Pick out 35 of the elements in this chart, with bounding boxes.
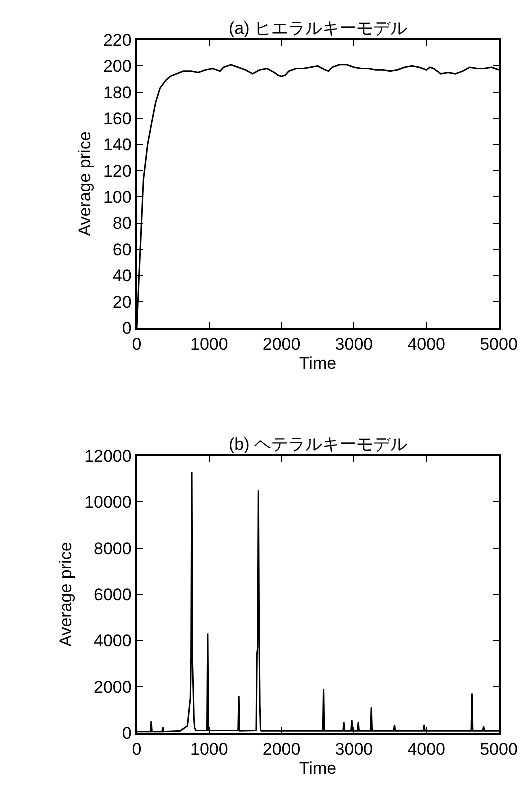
y-tick-label: 0 (122, 318, 132, 338)
y-tick-label: 6000 (94, 585, 132, 604)
y-tick-label: 2000 (94, 678, 132, 697)
y-tick-label: 12000 (84, 446, 132, 466)
y-tick-label: 20 (112, 292, 132, 312)
x-axis-title: Time (299, 354, 337, 374)
x-tick-label: 1000 (190, 335, 228, 354)
y-tick-label: 140 (103, 136, 132, 155)
x-tick-label: 2000 (262, 335, 301, 354)
y-tick-label: 80 (112, 214, 132, 234)
y-tick-label: 160 (103, 110, 132, 128)
y-axis-title: Average price (76, 132, 95, 236)
y-axis-title: Average price (56, 542, 76, 647)
y-tick-label: 180 (103, 83, 132, 102)
x-tick-label: 3000 (335, 740, 374, 760)
x-axis-title: Time (299, 759, 337, 778)
y-tick-label: 200 (103, 57, 132, 76)
x-tick-label: 5000 (480, 740, 518, 760)
chart-title: (a) ヒエラルキーモデル (229, 19, 408, 38)
y-tick-label: 40 (112, 266, 132, 286)
x-tick-label: 4000 (408, 335, 446, 354)
x-tick-label: 5000 (480, 335, 518, 354)
y-tick-label: 220 (103, 30, 132, 50)
x-tick-label: 2000 (262, 740, 301, 760)
x-tick-label: 3000 (335, 335, 374, 354)
y-tick-label: 100 (103, 188, 132, 208)
x-tick-label: 1000 (190, 740, 228, 760)
y-tick-label: 10000 (84, 493, 132, 512)
chart-title: (b) ヘテラルキーモデル (229, 435, 408, 454)
y-tick-label: 0 (122, 724, 132, 743)
y-tick-label: 4000 (94, 632, 132, 651)
y-tick-label: 8000 (94, 539, 132, 558)
y-tick-label: 60 (112, 240, 132, 260)
y-tick-label: 120 (103, 162, 132, 181)
x-tick-label: 4000 (408, 740, 446, 760)
